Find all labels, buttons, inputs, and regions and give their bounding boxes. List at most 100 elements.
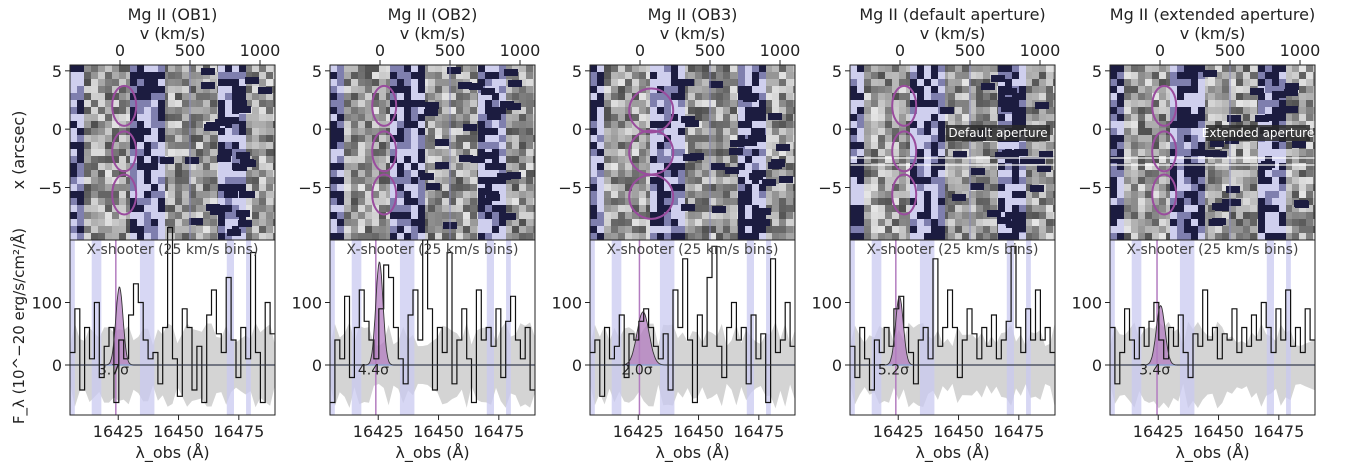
- image-pixel: [1053, 149, 1055, 156]
- image-pixel: [358, 170, 365, 177]
- sky-residual-pixel: [225, 163, 232, 170]
- image-pixel: [1313, 170, 1315, 177]
- image-pixel: [864, 100, 871, 107]
- image-pixel: [962, 142, 969, 149]
- sky-residual-pixel: [485, 226, 492, 233]
- image-pixel: [948, 156, 955, 163]
- sky-residual-pixel: [499, 156, 506, 163]
- image-pixel: [175, 177, 182, 184]
- sky-residual-pixel: [158, 135, 165, 142]
- image-pixel: [435, 128, 442, 135]
- image-pixel: [351, 100, 358, 107]
- image-pixel: [604, 184, 611, 191]
- sky-residual-pixel: [664, 114, 671, 121]
- image-pixel: [772, 184, 779, 191]
- image-pixel: [203, 142, 210, 149]
- sky-residual-pixel: [664, 219, 671, 226]
- image-pixel: [245, 65, 252, 72]
- image-pixel: [463, 114, 470, 121]
- sky-residual-pixel: [752, 114, 759, 121]
- image-pixel: [112, 65, 119, 72]
- sky-residual-pixel: [485, 65, 492, 72]
- sky-residual-pixel: [492, 72, 499, 79]
- image-pixel: [456, 93, 463, 100]
- image-pixel: [1285, 93, 1292, 100]
- aperture-ellipse: [628, 87, 675, 134]
- image-pixel: [442, 177, 449, 184]
- image-pixel: [1159, 163, 1166, 170]
- image-pixel: [632, 212, 639, 219]
- sky-residual-pixel: [337, 219, 344, 226]
- image-pixel: [428, 142, 435, 149]
- sky-residual-pixel: [738, 86, 745, 93]
- image-pixel: [273, 233, 275, 240]
- sky-residual-pixel: [158, 163, 165, 170]
- sky-residual-pixel: [330, 219, 337, 226]
- sky-residual-pixel: [151, 107, 158, 114]
- noise-blob: [987, 210, 1001, 217]
- image-pixel: [765, 226, 772, 233]
- image-pixel: [948, 100, 955, 107]
- sky-residual-pixel: [738, 107, 745, 114]
- sky-residual-pixel: [225, 149, 232, 156]
- panel-3: Mg II (OB3)v (km/s)0 500 100050−5X-shooter…: [551, 5, 800, 463]
- image-pixel: [1222, 93, 1229, 100]
- image-pixel: [1053, 114, 1055, 121]
- image-pixel: [175, 93, 182, 100]
- image-pixel: [646, 219, 653, 226]
- image-pixel: [456, 198, 463, 205]
- image-pixel: [533, 86, 535, 93]
- image-pixel: [1222, 72, 1229, 79]
- sky-residual-pixel: [857, 191, 864, 198]
- image-pixel: [646, 107, 653, 114]
- sky-residual-pixel: [397, 191, 404, 198]
- image-pixel: [864, 233, 871, 240]
- image-pixel: [1306, 72, 1313, 79]
- sky-residual-pixel: [404, 107, 411, 114]
- image-pixel: [1138, 184, 1145, 191]
- image-pixel: [1229, 86, 1236, 93]
- sky-residual-pixel: [137, 65, 144, 72]
- sky-residual-pixel: [218, 100, 225, 107]
- image-pixel: [955, 79, 962, 86]
- image-pixel: [344, 212, 351, 219]
- image-pixel: [442, 156, 449, 163]
- image-pixel: [175, 121, 182, 128]
- image-pixel: [351, 226, 358, 233]
- image-pixel: [1313, 65, 1315, 72]
- image-pixel: [1131, 184, 1138, 191]
- image-pixel: [723, 226, 730, 233]
- image-pixel: [1124, 163, 1131, 170]
- image-pixel: [365, 233, 372, 240]
- sky-residual-pixel: [910, 107, 917, 114]
- sky-residual-pixel: [418, 72, 425, 79]
- sky-residual-pixel: [137, 86, 144, 93]
- sky-residual-pixel: [678, 128, 685, 135]
- sky-residual-pixel: [657, 156, 664, 163]
- image-pixel: [175, 170, 182, 177]
- sky-residual-pixel: [657, 163, 664, 170]
- image-pixel: [885, 135, 892, 142]
- noise-blob: [426, 183, 440, 190]
- sky-residual-pixel: [1019, 93, 1026, 100]
- sky-residual-pixel: [499, 107, 506, 114]
- image-pixel: [604, 156, 611, 163]
- image-pixel: [962, 233, 969, 240]
- image-pixel: [864, 219, 871, 226]
- image-pixel: [1243, 121, 1250, 128]
- image-pixel: [906, 177, 913, 184]
- sky-residual-pixel: [411, 233, 418, 240]
- sky-residual-pixel: [225, 65, 232, 72]
- image-pixel: [962, 156, 969, 163]
- line-model-curve: [590, 311, 795, 366]
- image-pixel: [1299, 100, 1306, 107]
- image-pixel: [456, 177, 463, 184]
- image-pixel: [182, 163, 189, 170]
- image-pixel: [1243, 93, 1250, 100]
- sky-residual-pixel: [910, 163, 917, 170]
- aperture-ellipse: [628, 173, 675, 220]
- image-pixel: [379, 79, 386, 86]
- image-pixel: [463, 205, 470, 212]
- image-pixel: [962, 121, 969, 128]
- image-pixel: [112, 72, 119, 79]
